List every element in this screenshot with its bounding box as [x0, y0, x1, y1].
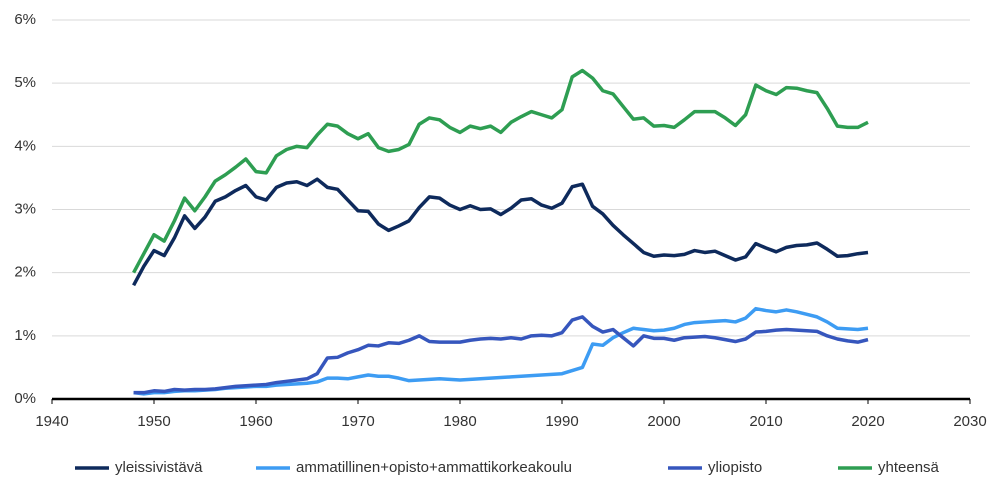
- x-tick-label: 1970: [341, 413, 374, 430]
- y-tick-label: 3%: [14, 200, 36, 217]
- y-tick-label: 2%: [14, 264, 36, 281]
- x-tick-label: 1980: [443, 413, 476, 430]
- y-tick-label: 4%: [14, 137, 36, 154]
- y-tick-label: 1%: [14, 327, 36, 344]
- legend-label: yhteensä: [878, 459, 940, 476]
- legend-label: yliopisto: [708, 459, 762, 476]
- series-line: [133, 315, 869, 395]
- x-tick-label: 1960: [239, 413, 272, 430]
- series-line: [133, 306, 869, 396]
- series-line: [132, 177, 869, 287]
- y-tick-label: 0%: [14, 390, 36, 407]
- x-tick-label: 2010: [749, 413, 782, 430]
- y-tick-label: 6%: [14, 11, 36, 28]
- legend-label: yleissivistävä: [115, 459, 203, 476]
- x-tick-label: 1950: [137, 413, 170, 430]
- legend-label: ammatillinen+opisto+ammattikorkeakoulu: [296, 459, 572, 476]
- series-line: [132, 68, 869, 274]
- x-tick-label: 2030: [953, 413, 986, 430]
- y-tick-label: 5%: [14, 74, 36, 91]
- x-tick-label: 2020: [851, 413, 884, 430]
- x-tick-label: 2000: [647, 413, 680, 430]
- x-tick-label: 1990: [545, 413, 578, 430]
- x-tick-label: 1940: [35, 413, 68, 430]
